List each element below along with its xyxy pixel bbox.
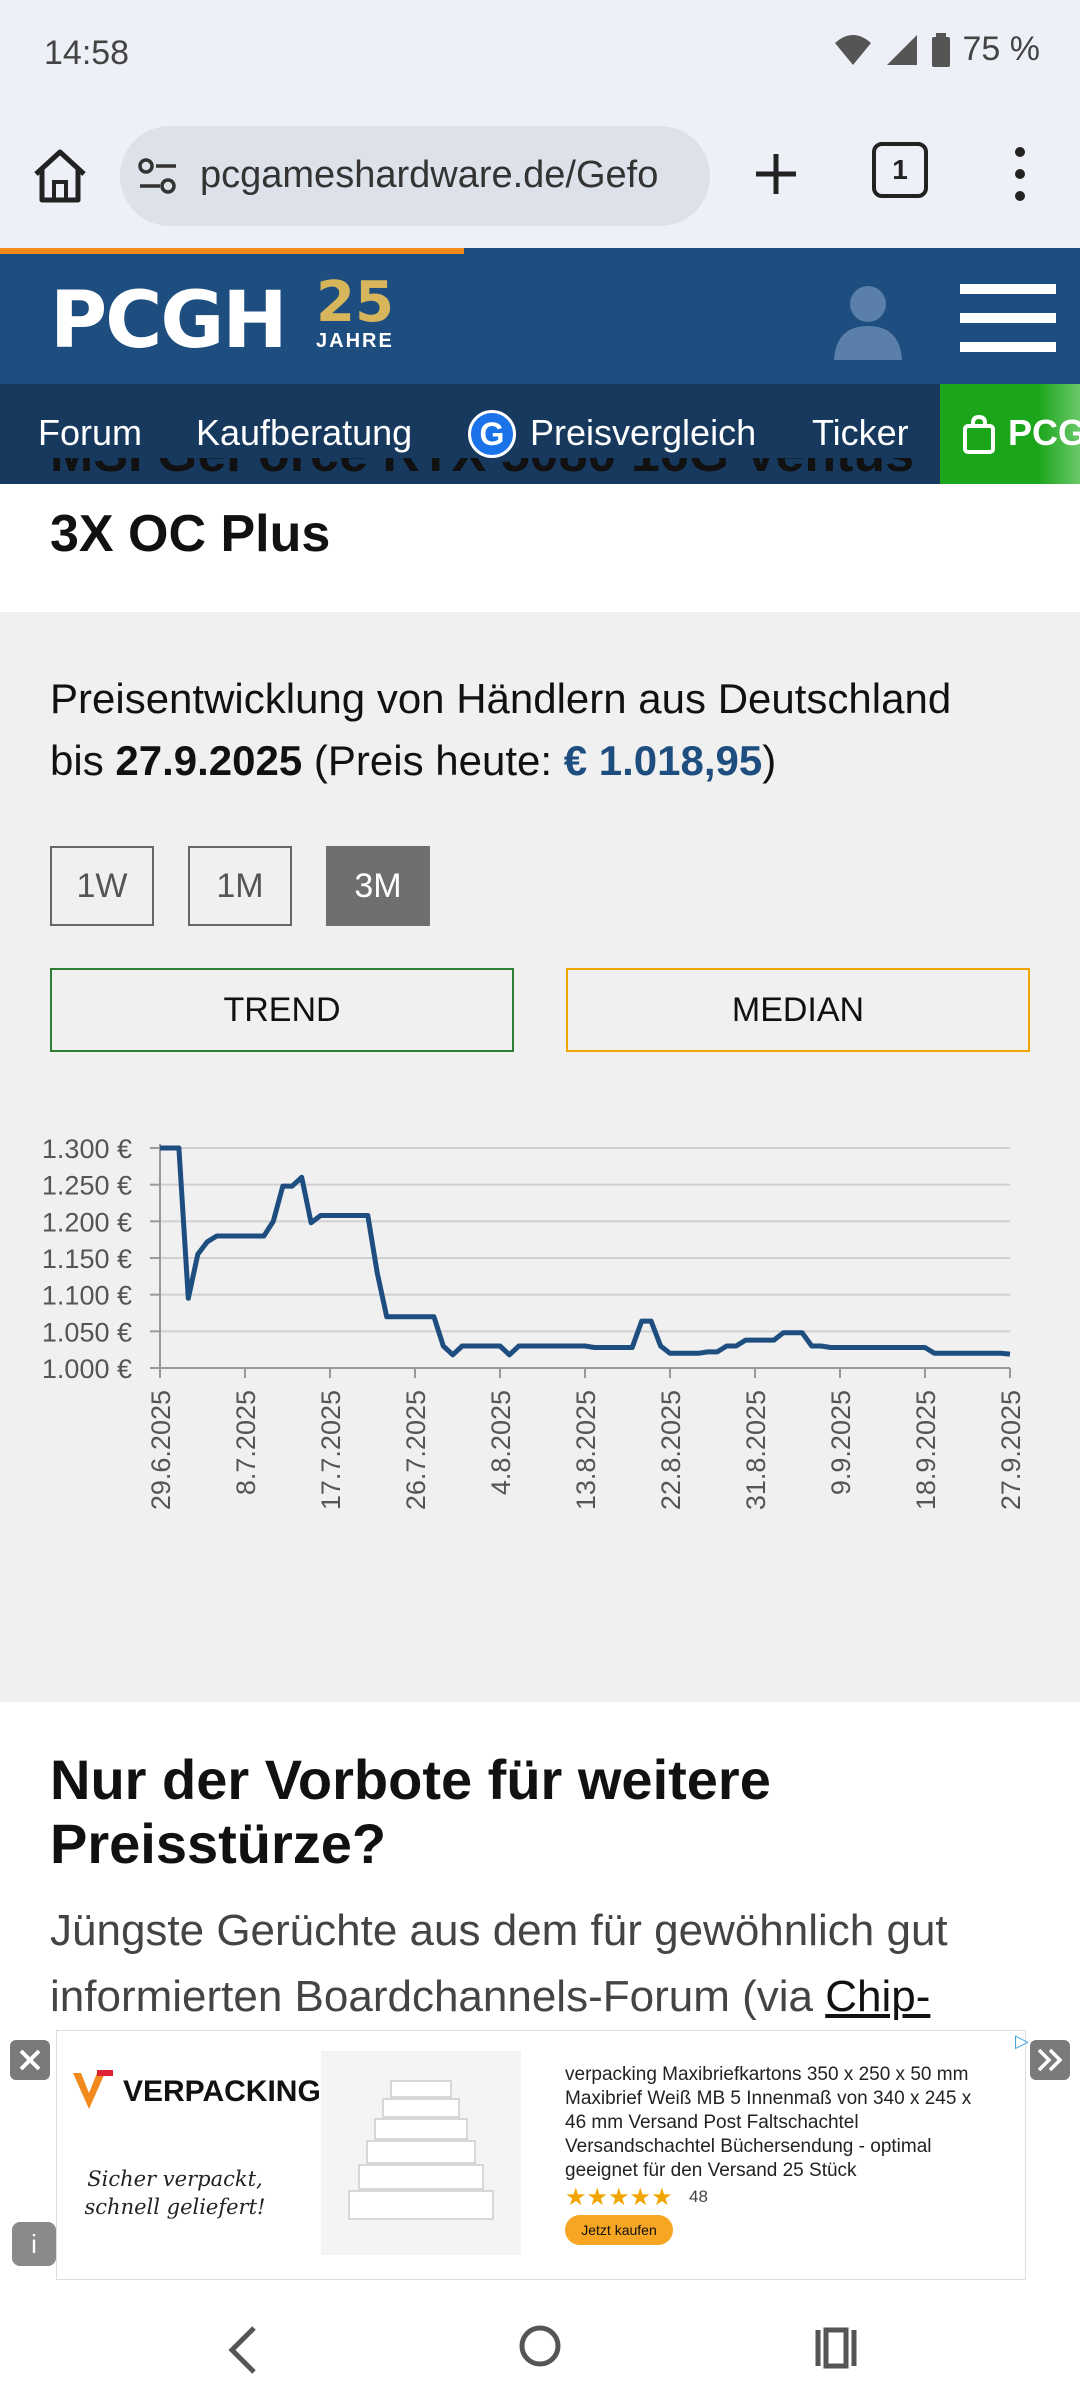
- logo-badge: 25: [316, 270, 394, 335]
- chart-y-tick-label: 1.000 €: [42, 1354, 132, 1384]
- nav-kaufberatung[interactable]: Kaufberatung: [196, 412, 413, 453]
- site-logo[interactable]: PCGH: [50, 276, 288, 366]
- signal-icon: [886, 34, 917, 65]
- close-icon: [19, 2049, 41, 2071]
- section-heading: Nur der Vorbote für weitere Preisstürze?: [50, 1748, 771, 1875]
- ad-close-button[interactable]: [10, 2040, 50, 2080]
- chart-y-tick-label: 1.300 €: [42, 1134, 132, 1164]
- chart-x-tick-label: 8.7.2025: [231, 1390, 261, 1495]
- chart-x-tick-label: 18.9.2025: [911, 1390, 941, 1510]
- double-chevron-right-icon: [1037, 2048, 1063, 2072]
- range-1m-button[interactable]: 1M: [188, 846, 292, 926]
- ad-info-icon[interactable]: i: [12, 2222, 56, 2266]
- ad-slogan: Sicher verpackt, schnell geliefert!: [84, 2167, 266, 2219]
- ad-description: verpacking Maxibriefkartons 350 x 250 x …: [565, 2064, 972, 2181]
- article-paragraph: Jüngste Gerüchte aus dem für gewöhnlich …: [50, 1906, 948, 2021]
- site-nav: Forum Kaufberatung G Preisvergleich Tick…: [0, 384, 1080, 484]
- price-chart: 1.000 € 1.050 € 1.100 € 1.150 € 1.200 € 1.250…: [42, 1134, 1026, 1510]
- chart-x-tick-label: 22.8.2025: [656, 1390, 686, 1510]
- chart-x-tick-label: 27.9.2025: [996, 1390, 1026, 1510]
- chart-x-tick-label: 31.8.2025: [741, 1390, 771, 1510]
- chart-y-tick-label: 1.150 €: [42, 1244, 132, 1274]
- ad-banner[interactable]: ▷ VERPACKING Sicher verpackt, schnell ge…: [56, 2030, 1029, 2280]
- price-history-panel: Preisentwicklung von Händlern aus Deutsc…: [0, 612, 1080, 1702]
- nav-shop-label: PCG: [1008, 412, 1080, 453]
- recent-apps-icon[interactable]: [812, 2324, 860, 2372]
- price-today: € 1.018,95: [563, 737, 763, 784]
- chart-y-tick-label: 1.250 €: [42, 1171, 132, 1201]
- ad-cta-button[interactable]: Jetzt kaufen: [565, 2215, 673, 2245]
- logo-badge-sub: JAHRE: [316, 330, 394, 352]
- verpacking-logo-icon: [73, 2070, 113, 2109]
- nav-shop[interactable]: PCG: [940, 384, 1080, 484]
- chart-y-tick-label: 1.200 €: [42, 1207, 132, 1237]
- page-load-track: [0, 248, 1080, 254]
- preisvergleich-g-icon: G: [468, 410, 516, 458]
- chart-x-tick-label: 17.7.2025: [316, 1390, 346, 1510]
- chart-y-tick-label: 1.100 €: [42, 1281, 132, 1311]
- chart-x-tick-label: 4.8.2025: [486, 1390, 516, 1495]
- article-title-cut: MSI GeForce RTX 5080 16G Ventus: [50, 458, 1030, 486]
- more-vert-icon[interactable]: [1000, 142, 1040, 206]
- trend-button[interactable]: TREND: [50, 968, 514, 1052]
- chart-x-tick-label: 9.9.2025: [826, 1390, 856, 1495]
- system-nav-bar: [0, 2300, 1080, 2400]
- price-history-description: Preisentwicklung von Händlern aus Deutsc…: [50, 675, 952, 784]
- chart-x-tick-label: 13.8.2025: [571, 1390, 601, 1510]
- status-time: 14:58: [44, 34, 130, 72]
- site-header: PCGH 25 JAHRE: [0, 254, 1080, 384]
- median-button[interactable]: MEDIAN: [566, 968, 1030, 1052]
- status-bar: 14:58 75 %: [0, 0, 1080, 112]
- new-tab-icon[interactable]: [746, 144, 806, 204]
- nav-forum[interactable]: Forum: [38, 412, 143, 453]
- battery-level: 75 %: [962, 30, 1041, 68]
- shopping-bag-icon: [963, 414, 995, 454]
- browser-toolbar: pcgameshardware.de/Gefo 1: [0, 112, 1080, 248]
- chart-x-tick-label: 26.7.2025: [401, 1390, 431, 1510]
- adchoices-icon[interactable]: ▷: [1015, 2031, 1029, 2051]
- nav-ticker[interactable]: Ticker: [812, 412, 909, 453]
- ad-rating-stars: ★★★★★: [565, 2184, 673, 2211]
- ad-product-image: [321, 2051, 521, 2255]
- article-title: 3X OC Plus: [50, 505, 331, 563]
- ad-rating-count: 48: [689, 2187, 708, 2206]
- wifi-icon: [834, 34, 871, 65]
- home-nav-icon[interactable]: [516, 2322, 564, 2370]
- url-text[interactable]: pcgameshardware.de/Gefo: [200, 154, 659, 196]
- chart-series-line: [160, 1145, 1011, 1358]
- home-icon[interactable]: [28, 144, 92, 208]
- ad-expand-button[interactable]: [1030, 2040, 1070, 2080]
- chart-x-tick-label: 29.6.2025: [146, 1390, 176, 1510]
- hamburger-icon[interactable]: [960, 282, 1056, 354]
- range-3m-button[interactable]: 3M: [326, 846, 430, 926]
- url-bar[interactable]: pcgameshardware.de/Gefo: [120, 126, 710, 226]
- user-icon[interactable]: [826, 276, 910, 360]
- range-1w-button[interactable]: 1W: [50, 846, 154, 926]
- nav-preisvergleich[interactable]: Preisvergleich: [530, 412, 757, 453]
- site-info-icon[interactable]: [136, 156, 180, 196]
- ad-brand: VERPACKING: [123, 2075, 321, 2108]
- source-link[interactable]: Chip-: [825, 1972, 931, 2021]
- tab-switcher-button[interactable]: 1: [872, 142, 928, 198]
- status-icons: 75 %: [833, 30, 1041, 69]
- battery-icon: [931, 32, 950, 67]
- back-icon[interactable]: [222, 2322, 266, 2378]
- price-date: 27.9.2025: [115, 737, 303, 784]
- page-load-progress: [0, 248, 464, 254]
- chart-y-tick-label: 1.050 €: [42, 1317, 132, 1347]
